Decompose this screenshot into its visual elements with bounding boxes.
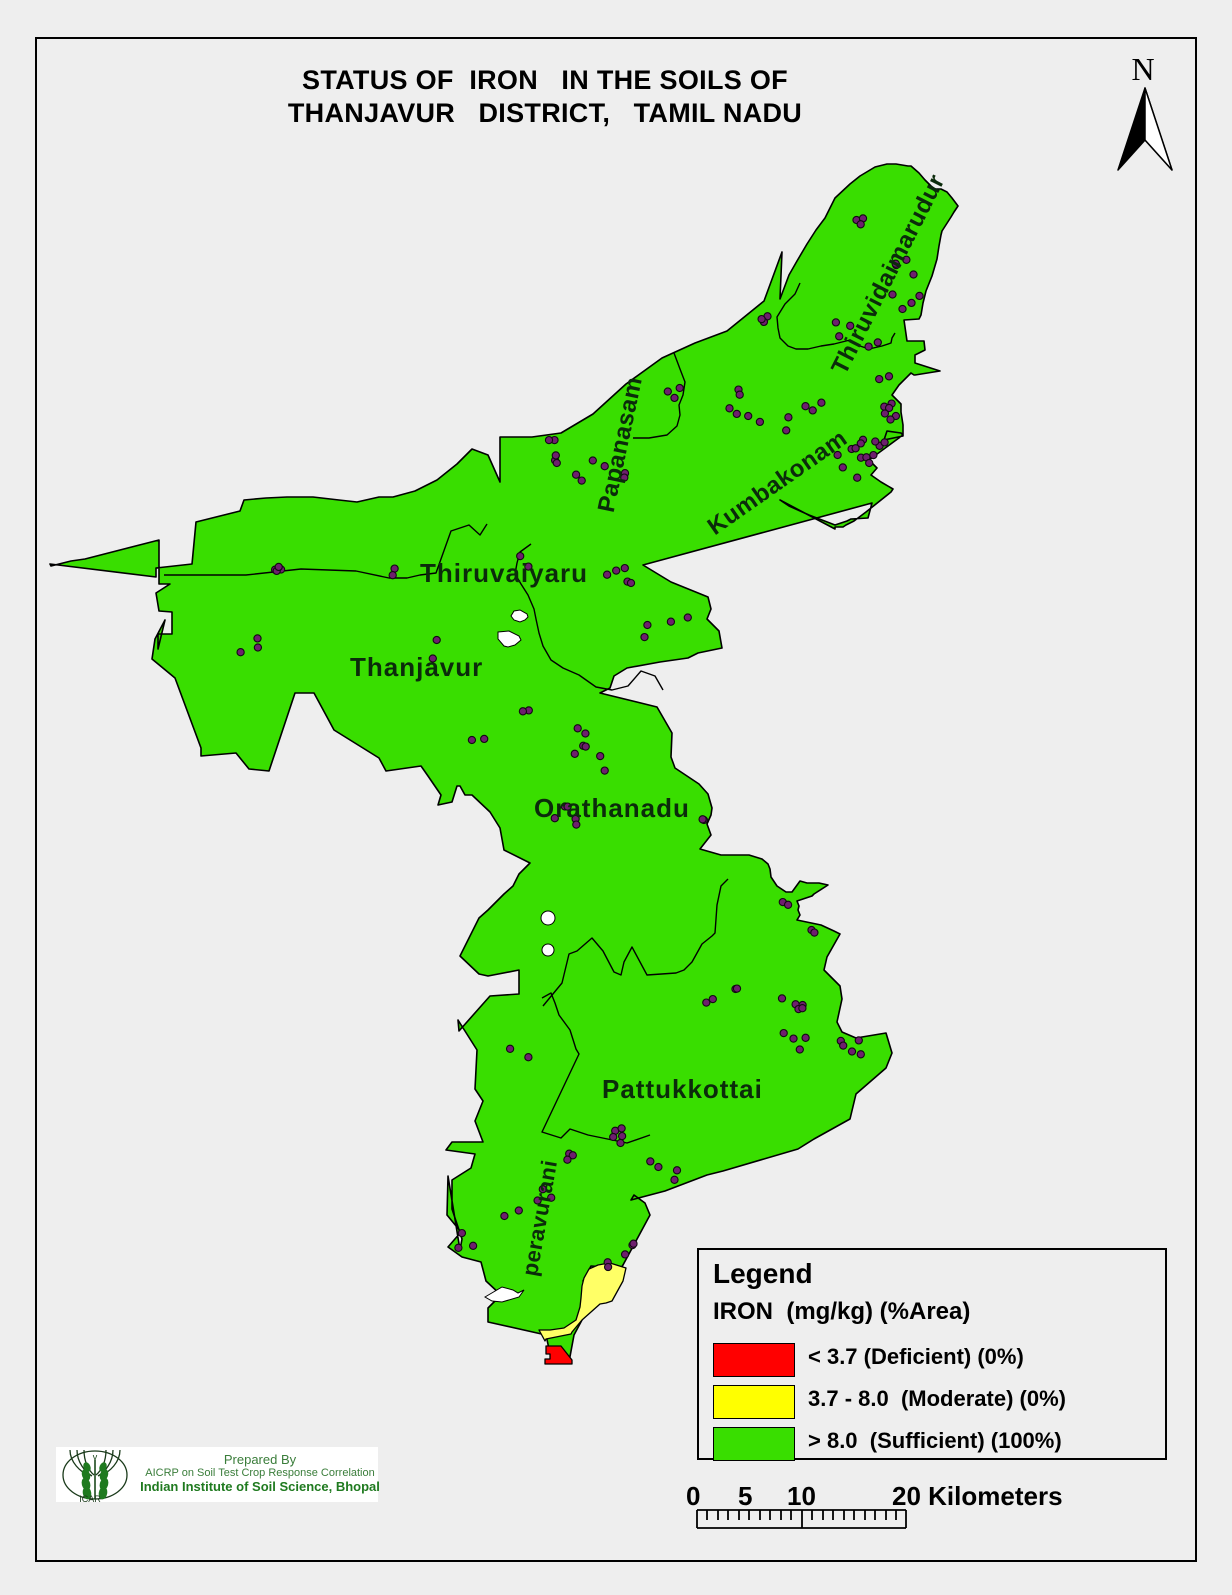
svg-text:20 Kilometers: 20 Kilometers [892, 1481, 1063, 1511]
svg-text:0: 0 [686, 1481, 700, 1511]
svg-text:5: 5 [738, 1481, 752, 1511]
svg-text:10: 10 [787, 1481, 816, 1511]
